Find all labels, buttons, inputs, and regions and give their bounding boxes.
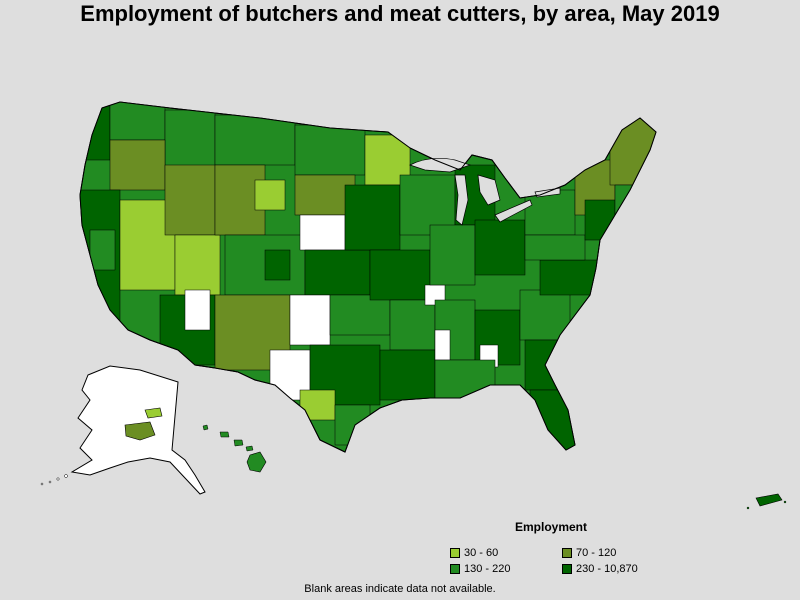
area-region (89, 229, 116, 271)
legend: Employment 30 - 60 70 - 120 130 - 220 23… (450, 520, 690, 580)
legend-item: 230 - 10,870 (562, 562, 638, 576)
puerto-rico-island (755, 493, 783, 507)
area-region (109, 102, 166, 141)
aleutian-island (40, 482, 44, 486)
area-region (369, 249, 431, 301)
aleutian-island (48, 480, 52, 484)
area-region (80, 102, 111, 161)
aleutian-island (64, 474, 68, 478)
legend-swatch (562, 548, 572, 559)
area-region (584, 199, 616, 241)
legend-item: 130 - 220 (450, 562, 510, 576)
legend-item: 70 - 120 (562, 546, 616, 560)
area-region (329, 294, 391, 336)
lake-superior (409, 158, 472, 173)
hawaii (202, 424, 267, 473)
lake-huron (477, 174, 501, 206)
legend-title: Employment (515, 520, 588, 534)
area-region (184, 289, 211, 331)
footnote: Blank areas indicate data not available. (304, 583, 496, 595)
lake-erie (494, 199, 533, 223)
area-region (174, 234, 221, 296)
legend-label: 130 - 220 (464, 563, 511, 575)
puerto-rico (746, 493, 787, 510)
puerto-rico-islet (783, 500, 787, 504)
hawaii-big-island (246, 451, 267, 473)
hawaii-island (245, 445, 254, 452)
area-region (344, 184, 401, 251)
hawaii-island (233, 439, 244, 447)
conus-outline (79, 101, 657, 453)
area-region (539, 259, 601, 296)
area-region (524, 189, 576, 236)
area-region (609, 114, 656, 186)
area-region (264, 249, 291, 281)
area-region (524, 234, 586, 261)
legend-swatch (562, 564, 572, 575)
alaska-region (144, 407, 163, 419)
alaska-region (124, 421, 156, 441)
area-region (164, 164, 216, 236)
hawaii-island (219, 431, 230, 438)
area-region (214, 114, 296, 166)
aleutian-island (56, 477, 60, 481)
puerto-rico-islet (746, 506, 750, 510)
lake-michigan (454, 174, 469, 226)
legend-label: 70 - 120 (576, 547, 617, 559)
area-region (299, 389, 336, 421)
area-region (429, 224, 476, 286)
area-region (379, 349, 436, 401)
area-region (334, 404, 371, 446)
legend-swatch (450, 564, 460, 575)
area-region (434, 329, 451, 361)
map-title: Employment of butchers and meat cutters,… (80, 1, 720, 26)
area-region (109, 139, 166, 191)
legend-item: 30 - 60 (450, 546, 498, 560)
area-region (304, 249, 371, 296)
legend-label: 230 - 10,870 (576, 563, 638, 575)
legend-swatch (450, 548, 460, 559)
area-region (474, 219, 526, 276)
area-region (529, 389, 576, 451)
alaska (40, 365, 206, 495)
area-region (389, 299, 436, 351)
legend-label: 30 - 60 (464, 547, 499, 559)
area-region (289, 294, 331, 346)
hawaii-island (202, 424, 209, 431)
great-lakes (409, 158, 561, 226)
area-region (254, 179, 286, 211)
area-region (299, 214, 346, 251)
area-region (434, 359, 496, 401)
area-region (164, 109, 216, 171)
area-region (294, 124, 366, 176)
